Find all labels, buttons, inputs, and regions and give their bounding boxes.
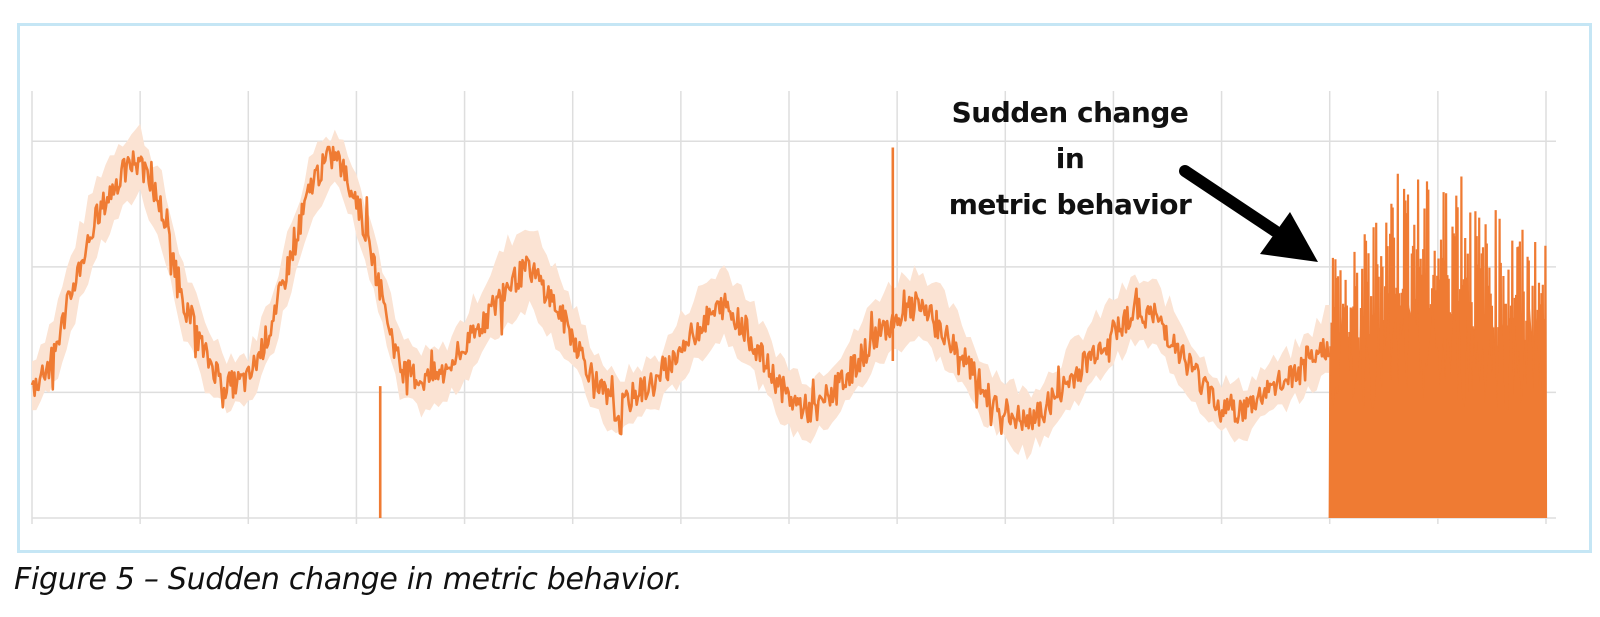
- arrow-shaft: [1179, 165, 1281, 237]
- annotation-line-1: Sudden change in: [951, 96, 1189, 175]
- chart-frame: [17, 23, 1592, 553]
- metric-line: [30, 145, 1331, 436]
- annotation-label: Sudden change in metric behavior: [945, 90, 1195, 228]
- line-chart: [30, 91, 1556, 524]
- series-layer: [30, 145, 1548, 519]
- annotation-arrow-layer: [1179, 165, 1318, 262]
- annotation-line-2: metric behavior: [948, 188, 1192, 221]
- regime-change-fill: [1329, 298, 1546, 518]
- figure-caption: Figure 5 – Sudden change in metric behav…: [14, 562, 683, 597]
- arrow-head: [1260, 212, 1318, 262]
